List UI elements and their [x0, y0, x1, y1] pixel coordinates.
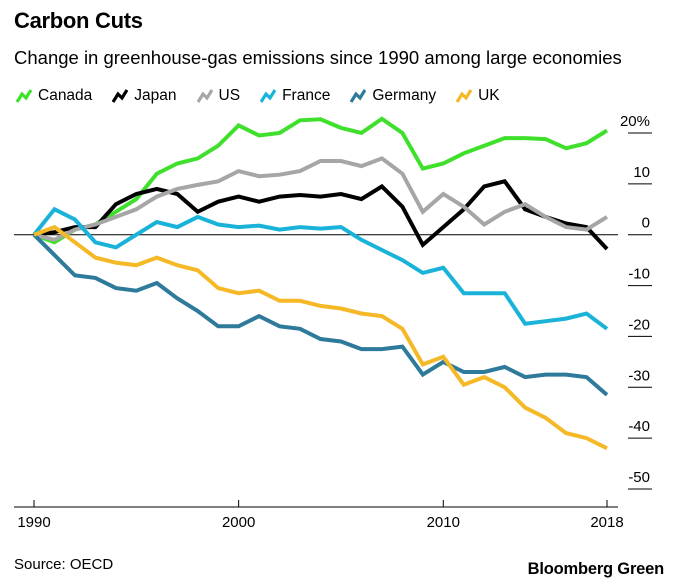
- legend-item-us: US: [196, 87, 241, 105]
- series-line-canada: [33, 116, 609, 245]
- legend-label: Canada: [38, 87, 93, 104]
- legend-swatch-icon: [16, 89, 32, 103]
- legend-swatch-icon: [196, 89, 213, 103]
- x-tick-label: 1990: [17, 514, 50, 531]
- legend-item-japan: Japan: [112, 87, 177, 105]
- series-line-japan: [33, 179, 609, 251]
- legend-swatch-icon: [112, 89, 129, 103]
- series-line-us: [33, 156, 609, 242]
- x-tick-label: 2010: [427, 514, 460, 531]
- legend-label: France: [282, 87, 331, 104]
- legend-item-germany: Germany: [350, 87, 436, 105]
- source-note: Source: OECD: [14, 556, 114, 573]
- x-tick-label: 2000: [222, 514, 255, 531]
- legend-item-uk: UK: [456, 87, 500, 105]
- legend-label: Germany: [372, 87, 437, 104]
- legend-label: Japan: [134, 87, 177, 104]
- x-tick-label: 2018: [590, 514, 623, 531]
- legend: Canada Japan US France Germany UK: [16, 87, 520, 105]
- y-tick-label: -30: [628, 367, 650, 384]
- legend-swatch-icon: [260, 89, 277, 103]
- series-line-uk: [33, 224, 608, 451]
- y-tick-label: -40: [628, 418, 650, 435]
- legend-item-canada: Canada: [16, 87, 92, 105]
- series-line-france: [32, 206, 609, 331]
- y-tick-labels: 20% 10 0 -10 -20 -30 -40 -50: [620, 113, 650, 486]
- chart-title: Carbon Cuts: [14, 8, 143, 33]
- legend-item-france: France: [260, 87, 330, 105]
- series-line-germany: [32, 233, 609, 397]
- y-tick-label: -10: [628, 266, 650, 283]
- y-tick-label: 20%: [620, 113, 650, 130]
- legend-label: US: [218, 87, 241, 104]
- legend-label: UK: [478, 87, 500, 104]
- y-tick-label: -50: [628, 469, 650, 486]
- y-tick-label: 10: [633, 164, 650, 181]
- brand-logo-text: Bloomberg Green: [527, 560, 665, 578]
- legend-swatch-icon: [456, 89, 473, 103]
- y-tick-marks: [628, 132, 652, 490]
- x-axis: 1990 2000 2010 2018: [14, 500, 624, 531]
- legend-swatch-icon: [350, 89, 367, 103]
- series-lines: [32, 116, 609, 451]
- y-tick-label: -20: [628, 316, 650, 333]
- y-tick-label: 0: [642, 215, 650, 232]
- chart-subtitle: Change in greenhouse-gas emissions since…: [14, 47, 622, 68]
